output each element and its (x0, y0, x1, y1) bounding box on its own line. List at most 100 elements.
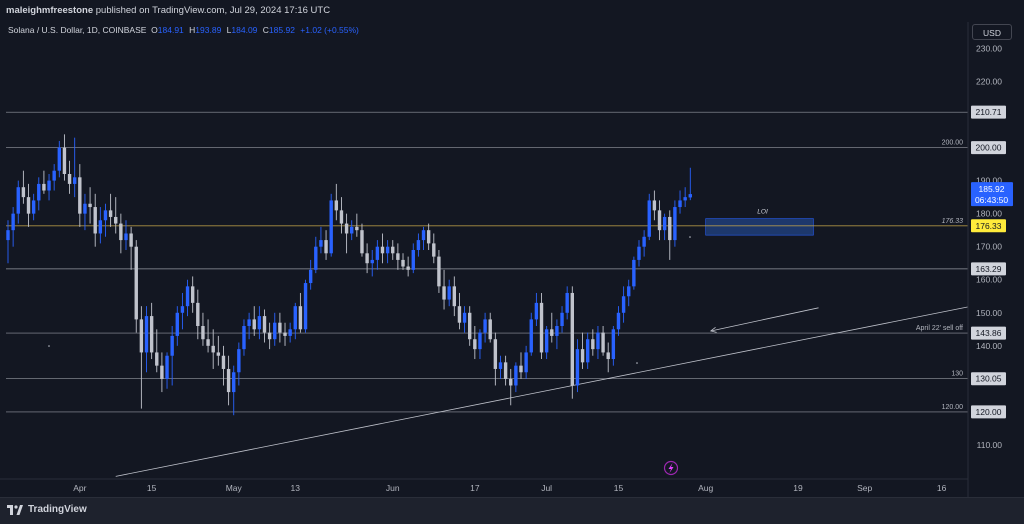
author-name[interactable]: maleighmfreestone (6, 5, 94, 16)
candle-body (360, 230, 364, 254)
level-badge (971, 262, 1006, 276)
candle-body (283, 332, 287, 336)
x-tick-label: Apr (73, 483, 86, 493)
candle-body (642, 236, 646, 247)
candle-body (396, 253, 400, 260)
candle-body (288, 329, 292, 336)
candle-body (416, 240, 421, 250)
chart-area[interactable]: LOI 200.00 176.33 April 22' sell off 130 120… (0, 22, 1024, 497)
candle-body (252, 319, 256, 330)
candle-body (319, 240, 323, 247)
candle-body (560, 312, 564, 326)
level-label: April 22' sell off (916, 325, 963, 332)
high-label: H (189, 25, 196, 35)
loi-zone-label: LOI (757, 209, 768, 216)
open-label: O (151, 25, 158, 35)
candle-body (72, 177, 77, 184)
x-tick-label: Jun (386, 483, 400, 493)
level-label: 130 (951, 371, 963, 378)
lightning-bolt (668, 463, 674, 473)
candle-body (6, 230, 10, 241)
current-price-badge (971, 182, 1013, 207)
candle-body (519, 365, 523, 373)
symbol-title[interactable]: Solana / U.S. Dollar, 1D, COINBASE (8, 25, 147, 35)
candle-body (580, 349, 585, 363)
candle-body (242, 326, 246, 350)
candle-body (652, 200, 657, 211)
candle-body (185, 286, 190, 307)
candle-body (473, 339, 477, 350)
candle-body (509, 378, 513, 386)
candle-body (206, 339, 210, 346)
candle-body (144, 316, 149, 353)
candle-body (426, 230, 431, 244)
candle-body (380, 246, 385, 254)
candle-body (232, 372, 236, 393)
candle-body (124, 233, 128, 241)
lightning-icon (663, 460, 679, 476)
candle-body (385, 246, 390, 254)
candle-body (37, 183, 41, 201)
close-label: C (262, 25, 269, 35)
candle-body (575, 349, 580, 386)
level-badge-label: 210.71 (976, 107, 1002, 117)
symbol-legend: Solana / U.S. Dollar, 1D, COINBASE O 184.… (8, 25, 359, 35)
candle-body (529, 319, 533, 353)
candle-body (488, 319, 492, 340)
y-tick-label: 160.00 (976, 275, 1002, 285)
candle-body (570, 292, 574, 386)
candle-body (401, 259, 405, 267)
price-axis-panel (968, 22, 1024, 497)
price-chart[interactable]: LOI 200.00 176.33 April 22' sell off 130 120… (0, 22, 1024, 497)
candle-body (155, 352, 159, 366)
y-tick-label: 220.00 (976, 76, 1002, 86)
candle-body (329, 200, 333, 254)
tradingview-logo[interactable]: TradingView (7, 504, 87, 515)
candle-body (21, 187, 26, 198)
publish-info: published on TradingView.com, Jul 29, 20… (95, 5, 331, 16)
candle-body (514, 365, 518, 386)
low-value: 184.09 (231, 25, 258, 35)
candle-body (31, 200, 36, 214)
x-tick-label: May (226, 483, 243, 493)
change-value: +1.02 (+0.55%) (300, 25, 359, 35)
candle-body (26, 197, 31, 214)
level-badge-label: 143.86 (976, 328, 1002, 338)
candle-body (98, 220, 103, 234)
candle-body (134, 246, 138, 320)
loi-zone-box (705, 218, 814, 236)
candle-body (457, 306, 462, 323)
candle-body (565, 292, 569, 313)
y-tick-label: 190.00 (976, 176, 1002, 186)
candle-body (678, 200, 682, 208)
candle-body (216, 352, 221, 356)
candle-body (267, 332, 272, 340)
candle-body (555, 326, 559, 336)
x-tick-label: Jul (541, 483, 552, 493)
candle-body (108, 210, 113, 217)
currency-button[interactable]: USD (972, 24, 1012, 40)
candle-body (308, 269, 313, 284)
level-badge-label: 130.05 (976, 374, 1002, 384)
candle-body (493, 339, 498, 369)
x-tick-label: 15 (614, 483, 624, 493)
candle-body (688, 194, 692, 198)
x-tick-label: 17 (470, 483, 480, 493)
candle-body (437, 256, 441, 287)
level-badge-label: 200.00 (976, 143, 1002, 153)
level-badge (971, 141, 1006, 155)
candle-body (391, 246, 395, 254)
candle-body (673, 207, 677, 241)
candle-body (119, 223, 123, 241)
candle-body (421, 230, 426, 241)
candle-body (344, 223, 349, 234)
candle-body (67, 174, 72, 184)
level-badge (971, 405, 1006, 419)
marker-dot (48, 345, 50, 347)
high-value: 193.89 (195, 25, 222, 35)
candle-body (621, 296, 626, 313)
candle-body (550, 329, 554, 336)
candle-body (370, 259, 374, 264)
candle-body (47, 180, 51, 191)
y-tick-label: 230.00 (976, 43, 1002, 53)
